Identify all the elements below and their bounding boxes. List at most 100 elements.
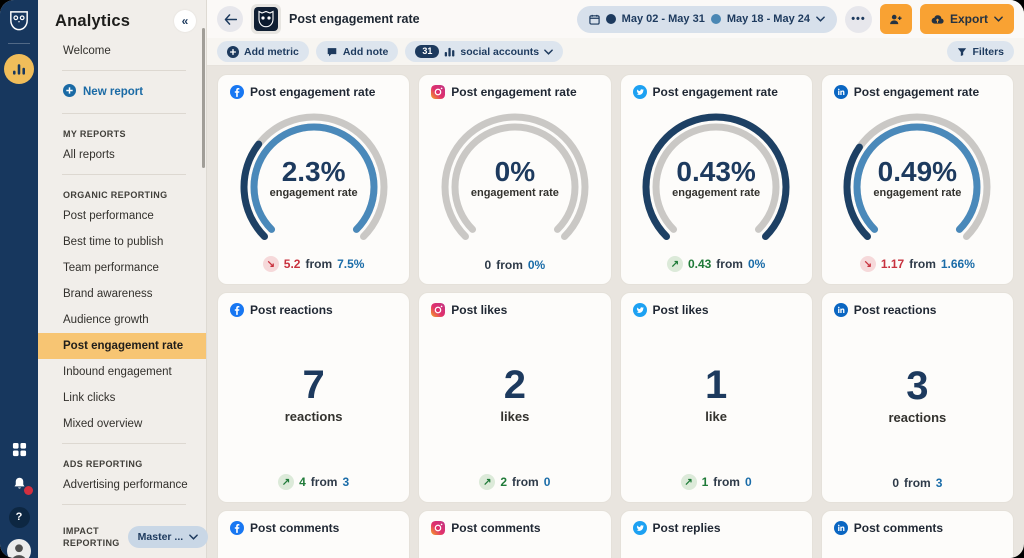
metric-number-body: 7 reactions: [230, 317, 397, 474]
delta-row: ↗ 2 from 0: [431, 474, 598, 490]
card-header: Post comments: [431, 521, 598, 535]
linkedin-icon: [833, 303, 848, 317]
apps-grid-icon[interactable]: [7, 437, 31, 461]
card-instagram-post-engagement-rate: Post engagement rate 0% engagement rate 0 fr…: [418, 74, 612, 285]
gauge-value: 0.49%: [877, 156, 958, 187]
sidebar-action-new-report[interactable]: New report: [38, 77, 206, 107]
gauge-chart: 0.49% engagement rate: [834, 101, 1001, 247]
report-topbar: Post engagement rate May 02 - May 31 May…: [207, 0, 1024, 38]
sidebar-item-team-performance[interactable]: Team performance: [63, 262, 159, 274]
delta-row: 0 from 0%: [431, 258, 598, 272]
primary-range-dot: [605, 14, 616, 24]
card-title: Post reactions: [250, 303, 333, 317]
main-area: Post engagement rate May 02 - May 31 May…: [207, 0, 1024, 558]
card-facebook-post-engagement-rate: Post engagement rate 2.3% engagement rate ↘…: [217, 74, 411, 285]
comment-icon: [327, 47, 337, 56]
card-title: Post comments: [250, 521, 340, 535]
add-metric-label: Add metric: [244, 45, 299, 58]
share-report-button[interactable]: [879, 4, 912, 34]
twitter-icon: [632, 85, 647, 99]
card-header: Post comments: [230, 521, 397, 535]
sidebar-item-inbound-engagement[interactable]: Inbound engagement: [63, 366, 172, 378]
sidebar-item-link-clicks[interactable]: Link clicks: [63, 392, 116, 404]
user-avatar[interactable]: [7, 539, 31, 558]
sidebar-item-post-engagement-rate[interactable]: Post engagement rate: [38, 333, 206, 359]
card-title: Post replies: [652, 521, 721, 535]
delta-row: ↘ 1.17 from 1.66%: [834, 256, 1001, 272]
twitter-icon: [632, 303, 647, 317]
card-header: Post engagement rate: [431, 85, 598, 99]
delta-from-word: from: [716, 257, 743, 271]
sidebar-item-mixed-overview[interactable]: Mixed overview: [63, 418, 143, 430]
gauge-value: 0%: [494, 156, 536, 187]
sidebar-item-audience-growth[interactable]: Audience growth: [63, 314, 149, 326]
gauge-arc: [642, 113, 790, 240]
delta-amount: 0.43: [687, 257, 712, 271]
linkedin-icon: [833, 521, 848, 535]
date-range-picker[interactable]: May 02 - May 31 May 18 - May 24: [576, 5, 837, 33]
sidebar-divider: [62, 174, 186, 175]
filters-button[interactable]: Filters: [947, 41, 1014, 62]
add-note-button[interactable]: Add note: [315, 41, 399, 62]
export-button[interactable]: Export: [919, 4, 1014, 34]
sidebar-item-advertising-performance[interactable]: Advertising performance: [63, 479, 188, 491]
report-toolbar: Add metric Add note 31 social accounts F…: [207, 38, 1024, 66]
delta-amount: 0: [484, 258, 492, 272]
metric-cards-grid: Post engagement rate 2.3% engagement rate ↘…: [217, 74, 1014, 558]
trend-down-icon: ↘: [859, 256, 876, 272]
gauge-center-text: 0.49% engagement rate: [834, 156, 1001, 200]
help-icon[interactable]: ?: [7, 505, 31, 529]
card-title: Post comments: [853, 521, 944, 535]
facebook-icon: [230, 521, 244, 535]
sidebar-item-all-reports[interactable]: All reports: [63, 149, 115, 161]
notifications-bell-icon[interactable]: [7, 471, 33, 495]
delta-row: ↘ 5.2 from 7.5%: [230, 256, 397, 272]
master-dropdown[interactable]: Master ...: [127, 526, 209, 549]
delta-row: 0 from 3: [834, 476, 1001, 490]
delta-amount: 1: [701, 475, 709, 489]
back-button[interactable]: [217, 6, 243, 32]
sidebar-header: Analytics «: [38, 0, 206, 38]
sidebar-item-post-performance[interactable]: Post performance: [63, 210, 154, 222]
social-accounts-selector[interactable]: 31 social accounts: [405, 41, 564, 62]
delta-previous-value: 3: [935, 476, 943, 490]
gauge-chart: 0% engagement rate: [431, 101, 598, 247]
report-canvas: Post engagement rate 2.3% engagement rate ↘…: [207, 66, 1024, 558]
delta-from-word: from: [909, 257, 936, 271]
more-options-button[interactable]: •••: [844, 5, 872, 33]
gauge-arc: [441, 113, 589, 240]
analytics-nav-icon[interactable]: [4, 54, 34, 84]
delta-previous-value: 7.5%: [337, 257, 365, 271]
gauge-value-label: engagement rate: [672, 187, 761, 200]
delta-row: ↗ 4 from 3: [230, 474, 397, 490]
card-header: Post likes: [632, 303, 800, 317]
sidebar-action-label: New report: [83, 86, 144, 98]
metric-value: 3: [906, 363, 929, 408]
card-header: Post reactions: [833, 303, 1001, 317]
gauge-value: 2.3%: [281, 156, 346, 187]
sidebar-item-welcome[interactable]: Welcome: [63, 45, 111, 57]
metric-number-body: 2 likes: [431, 317, 598, 474]
delta-from-word: from: [512, 475, 539, 489]
add-metric-button[interactable]: Add metric: [217, 41, 309, 62]
facebook-icon: [230, 85, 244, 99]
hootsuite-logo-icon[interactable]: [7, 8, 31, 34]
impact-reporting-label: IMPACT REPORTING: [63, 525, 120, 549]
trend-up-icon: ↗: [479, 474, 496, 490]
primary-date-range: May 02 - May 31: [621, 13, 705, 25]
accounts-count-badge: 31: [415, 45, 440, 58]
delta-from-word: from: [305, 257, 333, 271]
master-dropdown-label: Master ...: [137, 531, 184, 544]
gauge-value: 0.43%: [676, 156, 756, 187]
facebook-icon: [230, 303, 244, 317]
sidebar-item-best-time-to-publish[interactable]: Best time to publish: [63, 236, 164, 248]
plus-circle-icon: [227, 45, 239, 58]
chevron-down-icon: [544, 48, 553, 55]
twitter-icon: [632, 521, 647, 535]
card-twitter-post-likes: Post likes 1 like ↗ 1 from 0: [619, 292, 813, 503]
collapse-sidebar-button[interactable]: «: [174, 10, 196, 32]
sidebar-scrollbar[interactable]: [202, 28, 205, 168]
chevron-down-icon: [816, 16, 825, 22]
sidebar-item-brand-awareness[interactable]: Brand awareness: [63, 288, 153, 300]
